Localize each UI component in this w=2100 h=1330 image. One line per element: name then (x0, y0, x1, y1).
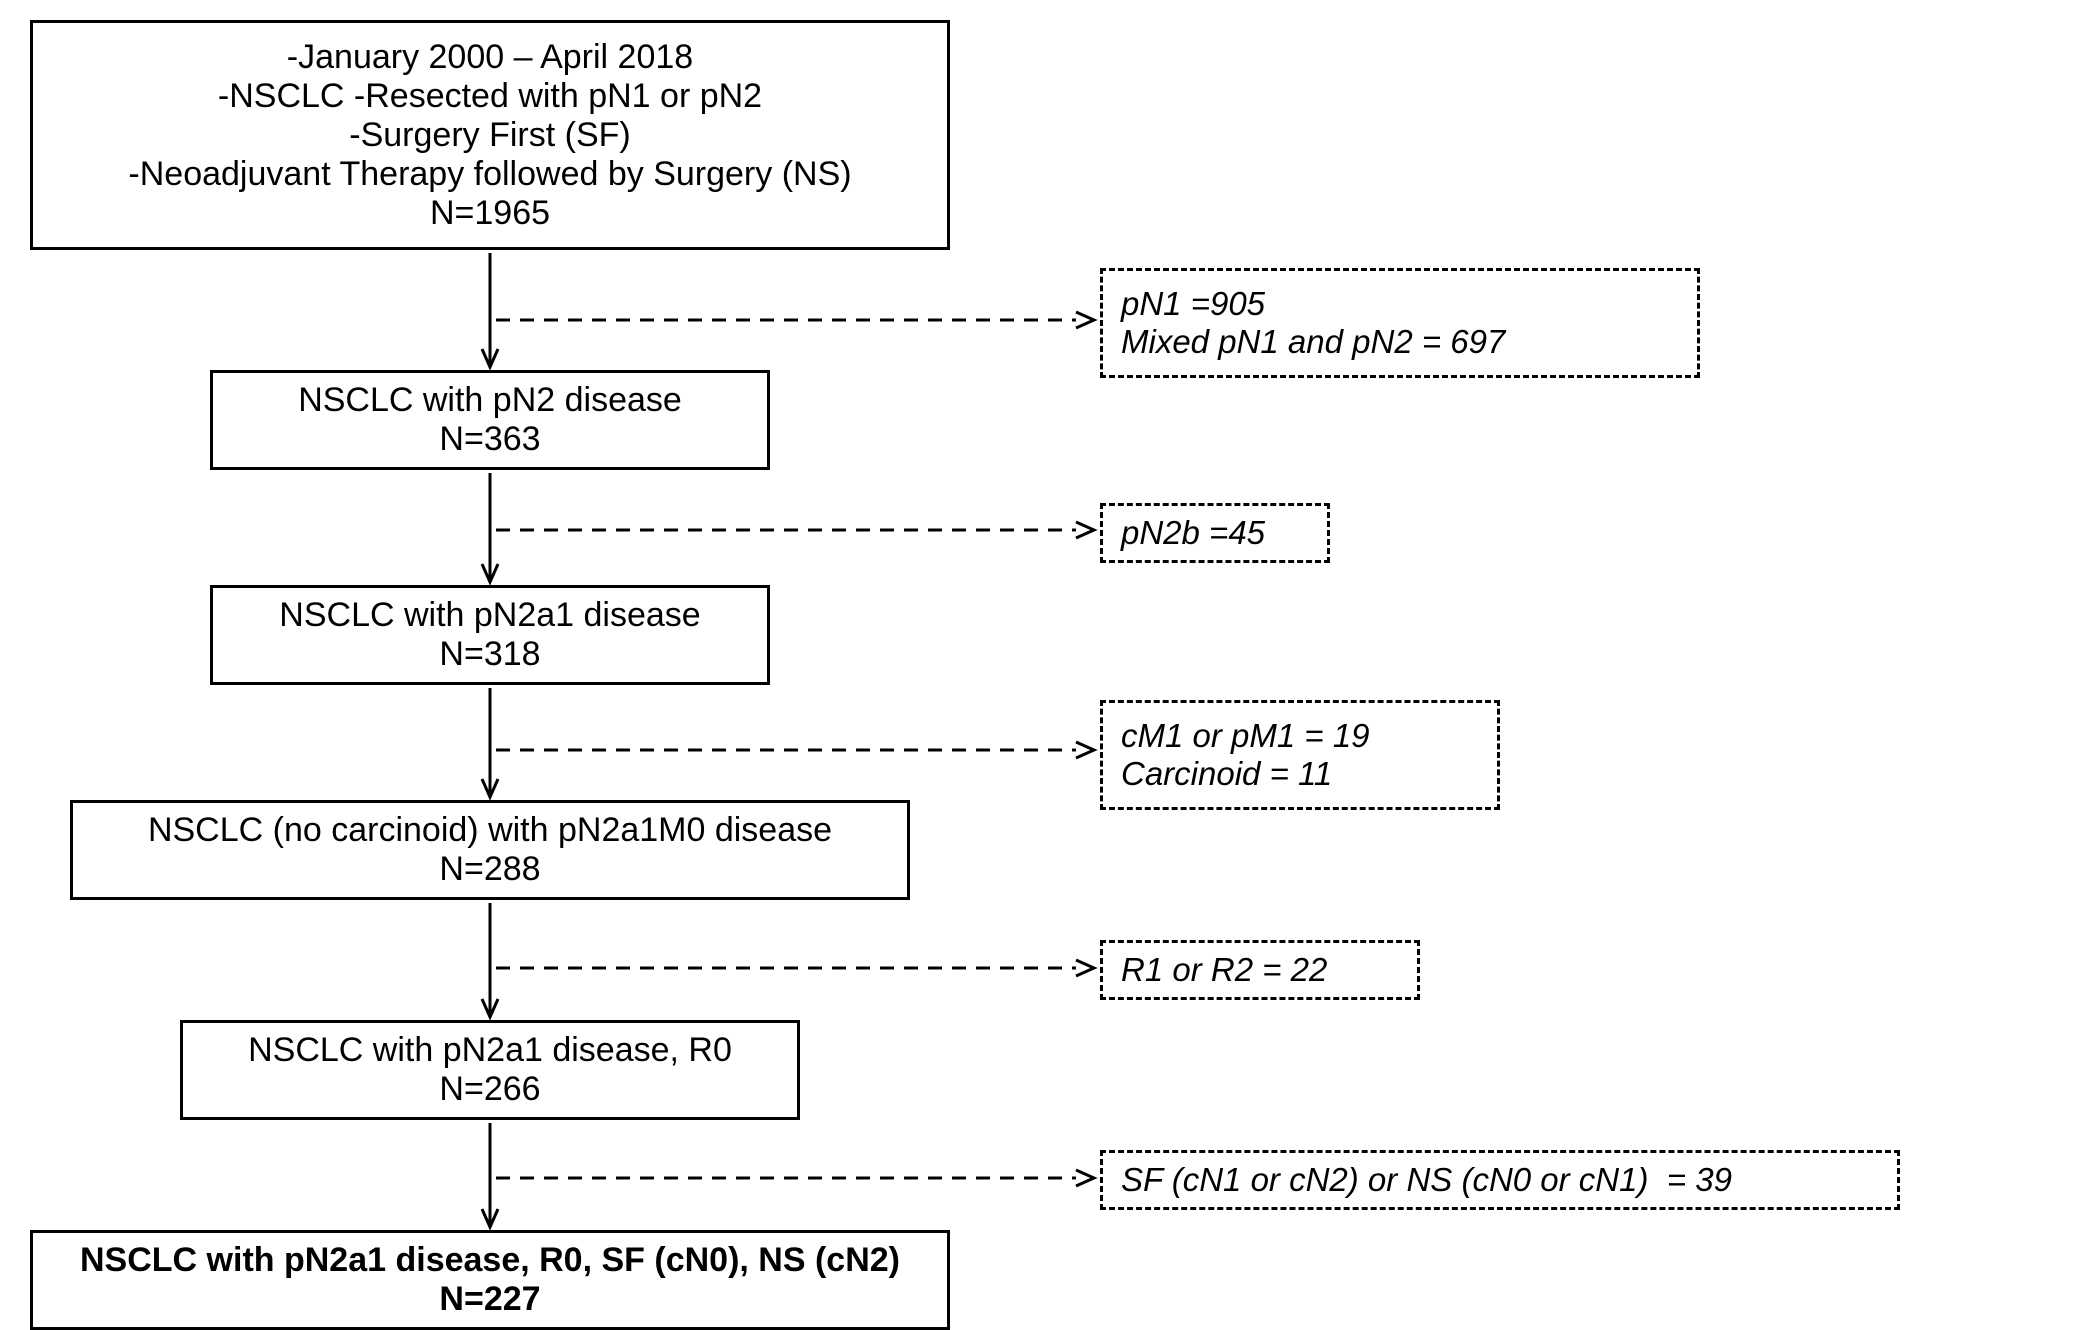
flow-node-3: NSCLC with pN2a1 diseaseN=318 (210, 585, 770, 685)
flow-node-4: NSCLC (no carcinoid) with pN2a1M0 diseas… (70, 800, 910, 900)
side-box-3: cM1 or pM1 = 19Carcinoid = 11 (1100, 700, 1500, 810)
side-box-2: pN2b =45 (1100, 503, 1330, 563)
flow-node-1: -January 2000 – April 2018-NSCLC -Resect… (30, 20, 950, 250)
side-box-1: pN1 =905Mixed pN1 and pN2 = 697 (1100, 268, 1700, 378)
flow-node-2: NSCLC with pN2 diseaseN=363 (210, 370, 770, 470)
flow-node-5: NSCLC with pN2a1 disease, R0N=266 (180, 1020, 800, 1120)
text-line: -January 2000 – April 2018 (287, 38, 693, 77)
flow-node-6: NSCLC with pN2a1 disease, R0, SF (cN0), … (30, 1230, 950, 1330)
text-line: NSCLC with pN2a1 disease (279, 596, 700, 635)
text-line: N=1965 (430, 194, 550, 233)
text-line: NSCLC (no carcinoid) with pN2a1M0 diseas… (148, 811, 832, 850)
text-line: SF (cN1 or cN2) or NS (cN0 or cN1) = 39 (1121, 1161, 1732, 1199)
text-line: R1 or R2 = 22 (1121, 951, 1327, 989)
text-line: N=318 (439, 635, 540, 674)
text-line: N=363 (439, 420, 540, 459)
text-line: NSCLC with pN2a1 disease, R0, SF (cN0), … (80, 1241, 900, 1280)
text-line: -Surgery First (SF) (349, 116, 630, 155)
text-line: -Neoadjuvant Therapy followed by Surgery… (128, 155, 851, 194)
text-line: N=266 (439, 1070, 540, 1109)
text-line: Carcinoid = 11 (1121, 755, 1332, 793)
text-line: NSCLC with pN2a1 disease, R0 (248, 1031, 732, 1070)
text-line: N=227 (439, 1280, 540, 1319)
text-line: cM1 or pM1 = 19 (1121, 717, 1370, 755)
text-line: NSCLC with pN2 disease (298, 381, 682, 420)
text-line: pN2b =45 (1121, 514, 1265, 552)
text-line: -NSCLC -Resected with pN1 or pN2 (218, 77, 762, 116)
side-box-5: SF (cN1 or cN2) or NS (cN0 or cN1) = 39 (1100, 1150, 1900, 1210)
text-line: N=288 (439, 850, 540, 889)
text-line: pN1 =905 (1121, 285, 1265, 323)
side-box-4: R1 or R2 = 22 (1100, 940, 1420, 1000)
text-line: Mixed pN1 and pN2 = 697 (1121, 323, 1505, 361)
